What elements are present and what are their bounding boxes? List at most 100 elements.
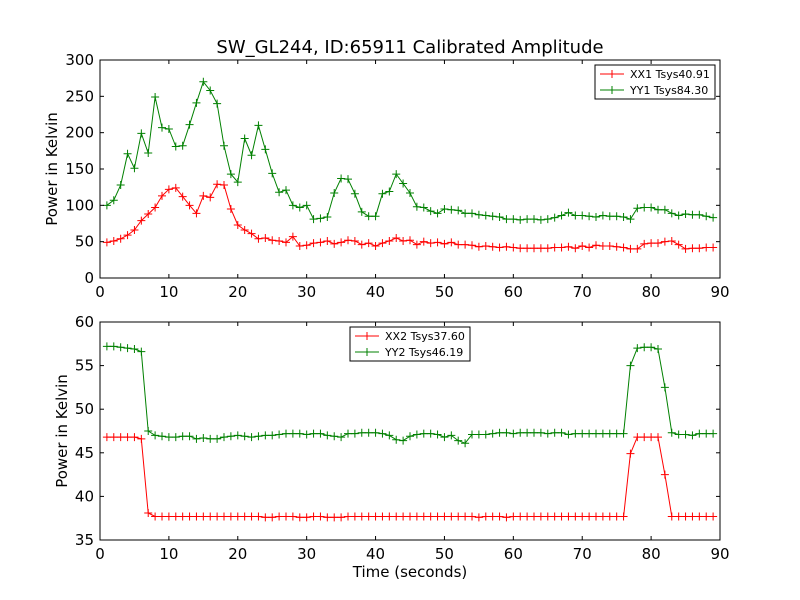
top-series-1-point [406, 188, 414, 197]
top-series-1-point [481, 211, 490, 220]
top-series-0-point [316, 238, 325, 247]
top-y-tick-label: 50 [75, 233, 94, 251]
top-series-1-point [295, 203, 304, 212]
bottom-series-0-point [240, 512, 249, 521]
bottom-series-1-point [240, 432, 249, 441]
top-series-0-point [688, 244, 697, 253]
bottom-series-1-point [344, 429, 352, 438]
bottom-series-0-point [199, 512, 208, 521]
bottom-series-1-point [185, 432, 194, 441]
top-series-1-point [523, 215, 532, 224]
top-x-tick-label: 70 [573, 283, 592, 301]
bottom-y-tick-label: 55 [75, 357, 94, 375]
bottom-y-axis-label: Power in Kelvin [53, 374, 71, 488]
bottom-x-tick-label: 10 [159, 545, 178, 563]
bottom-series-0-point [433, 512, 442, 521]
top-series-0-point [433, 238, 442, 247]
bottom-series-0-point [406, 512, 414, 521]
bottom-series-0-point [509, 512, 518, 521]
top-series-0-point [502, 242, 511, 251]
top-series-0-point [550, 243, 559, 252]
bottom-series-0-point [543, 512, 552, 521]
bottom-series-0-point [468, 512, 476, 521]
top-legend: XX1 Tsys40.91 YY1 Tsys84.30 [594, 64, 716, 100]
top-series-1-point [612, 212, 621, 221]
bottom-series-0-point [123, 433, 132, 442]
top-series-0-point [709, 243, 718, 252]
bottom-series-1-point [123, 344, 132, 353]
top-series-0-point [350, 236, 359, 245]
bottom-series-1-point [102, 342, 111, 351]
bottom-series-0-point [592, 512, 600, 521]
top-series-0-point [674, 240, 683, 249]
bottom-series-1-point [626, 361, 635, 370]
bottom-series-0-point [454, 512, 463, 521]
top-y-tick-label: 300 [65, 51, 94, 69]
top-series-1-point [302, 201, 311, 210]
top-series-0-point [226, 204, 235, 213]
top-legend-box [594, 64, 716, 100]
top-series-1-point [454, 206, 463, 215]
top-series-1-point [564, 208, 573, 217]
top-series-0-point [640, 239, 649, 248]
top-series-1-point [282, 186, 290, 195]
bottom-series-0-point [530, 512, 538, 521]
bottom-series-1-point [530, 428, 538, 437]
bottom-series-0-point [178, 512, 187, 521]
bottom-series-0-point [695, 512, 704, 521]
bottom-series-1-point [406, 432, 414, 441]
bottom-series-0-point [474, 513, 483, 522]
top-series-0-point [633, 244, 642, 253]
bottom-series-0-point [137, 434, 146, 443]
top-series-0-point [295, 242, 304, 251]
top-series-0-point [344, 236, 352, 245]
bottom-y-ticks: 35 40 45 50 55 60 [75, 313, 720, 549]
legend-entry-xx2: XX2 Tsys37.60 [355, 330, 465, 343]
bottom-series-1-point [461, 439, 470, 448]
top-series-1-point [323, 212, 332, 221]
bottom-x-tick-label: 40 [366, 545, 385, 563]
top-series-0-point [412, 240, 421, 249]
bottom-panel-series [102, 342, 718, 522]
top-y-tick-label: 200 [65, 124, 94, 142]
top-series-1-point [647, 203, 656, 212]
top-series-0-point [261, 234, 270, 243]
top-series-1-point [640, 203, 649, 212]
bottom-series-1-point [371, 428, 380, 437]
top-series-0-point [302, 241, 311, 250]
top-series-0-point [102, 238, 111, 247]
bottom-series-0-point [392, 512, 401, 521]
top-series-1-point [447, 205, 456, 214]
top-series-0-point [233, 220, 242, 229]
top-series-1-point [488, 212, 497, 221]
top-series-0-point [178, 192, 187, 201]
bottom-series-1-point [192, 434, 201, 443]
top-y-tick-label: 100 [65, 196, 94, 214]
top-series-0-point [667, 236, 676, 245]
legend-marker-yy2 [363, 348, 371, 356]
bottom-x-tick-label: 30 [297, 545, 316, 563]
top-series-0-point [647, 239, 656, 248]
bottom-series-0-point [447, 512, 456, 521]
bottom-series-1-point [412, 430, 421, 439]
top-series-1-point [536, 215, 545, 224]
bottom-series-1-point [660, 383, 669, 392]
top-series-0-point [571, 244, 580, 253]
top-series-0-point [681, 244, 690, 253]
bottom-series-1-point [158, 432, 166, 441]
bottom-series-1-point [220, 433, 228, 442]
bottom-series-0-point [523, 512, 532, 521]
bottom-series-1-point [144, 427, 153, 435]
top-y-tick-label: 150 [65, 160, 94, 178]
bottom-series-0-point [647, 433, 656, 442]
bottom-series-1-point [585, 429, 594, 438]
top-x-tick-label: 10 [159, 283, 178, 301]
top-series-0-point [495, 243, 504, 252]
legend-marker-yy1 [608, 86, 616, 94]
bottom-series-1-point [309, 429, 318, 438]
bottom-series-1-point [633, 344, 642, 353]
top-series-0-point [598, 242, 607, 251]
top-series-0-point [323, 236, 332, 245]
bottom-series-1-point [674, 430, 683, 439]
bottom-series-0-point [488, 512, 497, 521]
